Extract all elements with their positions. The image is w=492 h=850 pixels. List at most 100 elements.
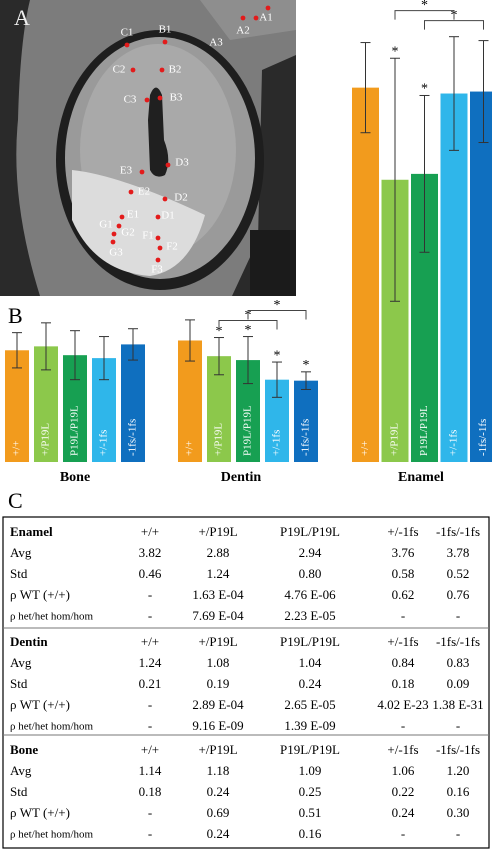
table-cell: 1.08: [207, 655, 230, 670]
table-cell: -: [456, 608, 460, 623]
bar: [470, 91, 492, 462]
point-marker: [155, 257, 161, 263]
row-label: ρ WT (+/+): [10, 805, 70, 820]
category-label: +/P19L: [213, 423, 225, 456]
table-cell: 1.14: [139, 763, 162, 778]
column-header: -1fs/-1fs: [436, 524, 480, 539]
point-label: D3: [175, 157, 189, 169]
table-cell: 3.78: [447, 545, 470, 560]
table-cell: 3.82: [139, 545, 162, 560]
point-label: C3: [124, 94, 137, 106]
significance-mark: *: [245, 323, 252, 338]
table-cell: 2.65 E-05: [284, 697, 335, 712]
table-cell: -: [456, 826, 460, 841]
point-label: B3: [170, 92, 183, 104]
point-marker: [130, 67, 136, 73]
point-label: G1: [99, 219, 112, 231]
table-cell: -: [148, 805, 152, 820]
table-cell: 1.63 E-04: [192, 587, 244, 602]
significance-mark: *: [421, 0, 428, 13]
table-cell: -: [148, 697, 152, 712]
point-label: A1: [259, 12, 272, 24]
significance-bracket: [424, 20, 484, 30]
table-cell: 7.69 E-04: [192, 608, 244, 623]
table-cell: 0.09: [447, 676, 470, 691]
significance-mark: *: [274, 348, 281, 363]
point-label: C1: [121, 27, 134, 39]
column-header: +/-1fs: [387, 634, 418, 649]
point-label: C2: [113, 64, 126, 76]
table-cell: 1.24: [139, 655, 162, 670]
table-cell: 0.21: [139, 676, 162, 691]
category-label: +/+: [359, 441, 371, 456]
table-cell: 1.06: [392, 763, 415, 778]
point-marker: [119, 214, 125, 220]
point-label: B1: [159, 24, 172, 36]
table-border: [2, 516, 490, 849]
bar: [121, 344, 145, 462]
category-label: +/-1fs: [98, 430, 110, 456]
table-cell: -: [148, 826, 152, 841]
table-cell: -: [401, 718, 405, 733]
point-label: E3: [120, 165, 133, 177]
significance-mark: *: [303, 358, 310, 373]
table-cell: -: [148, 718, 152, 733]
table-cell: 9.16 E-09: [192, 718, 243, 733]
column-header: +/+: [141, 634, 159, 649]
point-marker: [128, 189, 134, 195]
significance-bracket: [247, 310, 307, 320]
row-label: ρ WT (+/+): [10, 587, 70, 602]
table-cell: 0.62: [392, 587, 415, 602]
category-label: -1fs/-1fs: [127, 419, 139, 456]
column-header: +/P19L: [198, 524, 237, 539]
row-label: Avg: [10, 655, 32, 670]
category-label: +/P19L: [389, 423, 401, 456]
significance-mark: *: [216, 324, 223, 339]
table-cell: -: [401, 608, 405, 623]
point-marker: [144, 97, 150, 103]
section-title: Enamel: [10, 524, 53, 539]
point-marker: [253, 15, 259, 21]
row-label: Avg: [10, 545, 32, 560]
point-label: E1: [127, 209, 139, 221]
point-marker: [157, 95, 163, 101]
row-label: Avg: [10, 763, 32, 778]
column-header: -1fs/-1fs: [436, 634, 480, 649]
section-title: Bone: [10, 742, 38, 757]
point-marker: [111, 231, 117, 237]
point-marker: [159, 67, 165, 73]
point-label: D1: [161, 210, 174, 222]
table-cell: 3.76: [392, 545, 415, 560]
point-label: G2: [121, 227, 134, 239]
panel-label: A: [14, 5, 30, 30]
table-cell: 2.23 E-05: [284, 608, 335, 623]
row-label: Std: [10, 784, 28, 799]
category-label: +/-1fs: [271, 430, 283, 456]
table-cell: 1.09: [299, 763, 322, 778]
point-marker: [155, 214, 161, 220]
category-label: +/P19L: [40, 423, 52, 456]
table-cell: 0.52: [447, 566, 470, 581]
table-cell: 0.24: [207, 784, 230, 799]
point-marker: [240, 15, 246, 21]
bar: [440, 93, 468, 463]
table-cell: 1.38 E-31: [432, 697, 483, 712]
significance-mark: *: [274, 298, 281, 313]
chart-title: Bone: [60, 470, 90, 485]
table-cell: -: [401, 826, 405, 841]
point-label: F1: [142, 230, 154, 242]
table-cell: 1.24: [207, 566, 230, 581]
table-cell: -: [148, 608, 152, 623]
category-label: +/+: [11, 441, 23, 456]
table-cell: 0.25: [299, 784, 322, 799]
table-cell: 0.18: [392, 676, 415, 691]
significance-mark: *: [392, 44, 399, 59]
table-cell: 0.19: [207, 676, 230, 691]
table-cell: 0.46: [139, 566, 162, 581]
table-cell: 4.76 E-06: [284, 587, 336, 602]
table-cell: 0.24: [299, 676, 322, 691]
point-marker: [124, 42, 130, 48]
point-marker: [110, 239, 116, 245]
